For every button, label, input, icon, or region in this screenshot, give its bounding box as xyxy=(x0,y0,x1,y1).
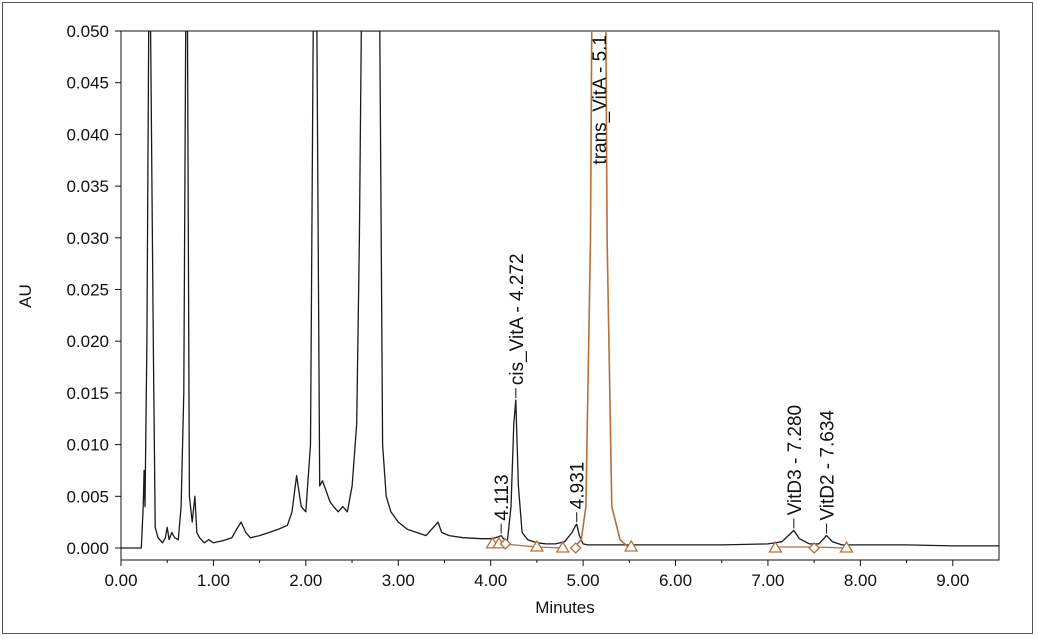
peak-label: trans_VitA - 5.1 xyxy=(590,35,611,165)
y-tick-label: 0.040 xyxy=(66,125,109,144)
y-tick-label: 0.000 xyxy=(66,539,109,558)
x-tick-label: 1.00 xyxy=(197,571,230,590)
baseline-diamond-marker xyxy=(808,542,821,554)
x-tick-label: 3.00 xyxy=(382,571,415,590)
baseline-triangle-marker xyxy=(555,540,570,553)
traces xyxy=(121,31,999,549)
x-tick-label: 0.00 xyxy=(104,571,137,590)
chromatogram-trace xyxy=(121,31,999,549)
x-tick-label: 4.00 xyxy=(474,571,507,590)
y-tick-label: 0.025 xyxy=(66,281,109,300)
x-tick-label: 5.00 xyxy=(567,571,600,590)
x-tick-label: 2.00 xyxy=(289,571,322,590)
peak-label: cis_VitA - 4.272 xyxy=(507,253,528,385)
y-tick-label: 0.035 xyxy=(66,177,109,196)
x-axis: 0.00 1.00 2.00 3.00 4.00 5.00 6.00 7.00 8.00 9.00 xyxy=(104,560,969,590)
baseline-triangle-marker xyxy=(839,540,854,553)
plot-area xyxy=(120,30,1000,561)
x-axis-title: Minutes xyxy=(535,598,595,617)
x-tick-label: 6.00 xyxy=(659,571,692,590)
y-axis: 0.000 0.005 0.010 0.015 0.020 0.025 0.030 0.035… xyxy=(66,22,121,558)
baseline-diamond-marker xyxy=(569,542,582,554)
baseline-diamond-marker xyxy=(499,537,512,550)
peak-label: 4.113 xyxy=(492,474,513,520)
integration-markers xyxy=(485,536,854,554)
x-tick-label: 8.00 xyxy=(844,571,877,590)
peak-label: VitD2 - 7.634 xyxy=(818,410,839,521)
y-tick-label: 0.020 xyxy=(66,332,109,351)
baseline-triangle-marker xyxy=(768,540,783,553)
y-tick-label: 0.015 xyxy=(66,384,109,403)
peak-label: 4.931 xyxy=(568,462,589,510)
x-tick-label: 7.00 xyxy=(751,571,784,590)
y-tick-label: 0.050 xyxy=(66,22,109,41)
peak-label: VitD3 - 7.280 xyxy=(785,405,806,516)
trans-vita-peak-trace xyxy=(573,31,630,549)
y-tick-label: 0.010 xyxy=(66,436,109,455)
y-tick-label: 0.030 xyxy=(66,229,109,248)
y-axis-title: AU xyxy=(16,284,35,308)
x-tick-label: 9.00 xyxy=(936,571,969,590)
baseline-triangle-marker xyxy=(624,539,639,552)
y-tick-label: 0.045 xyxy=(66,74,109,93)
baseline-triangle-marker xyxy=(529,539,545,552)
peak-labels: 4.113 cis_VitA - 4.272 4.931 trans_VitA - 5… xyxy=(492,35,839,534)
y-tick-label: 0.005 xyxy=(66,487,109,506)
